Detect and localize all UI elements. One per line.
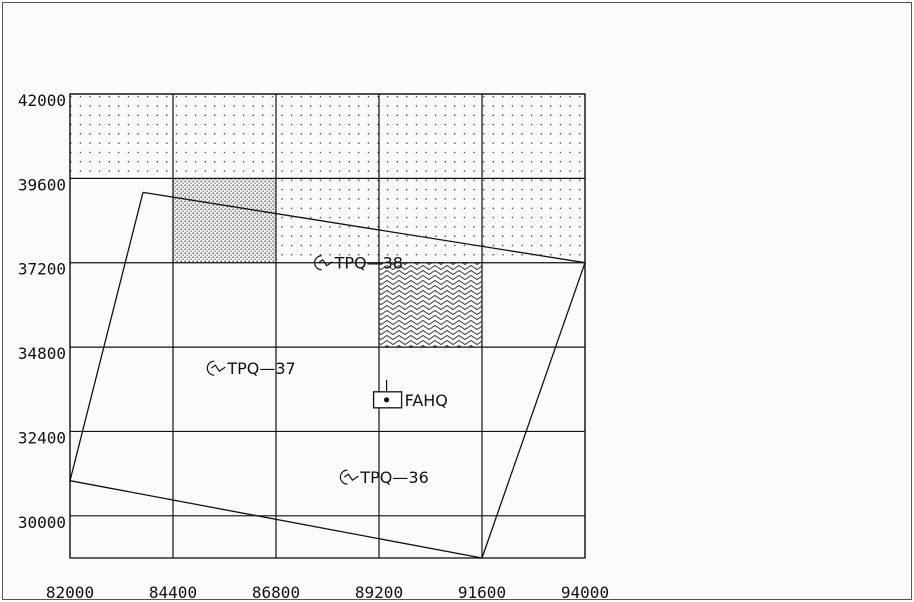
- y-tick-label: 42000: [18, 91, 66, 110]
- x-tick-label: 82000: [46, 583, 94, 602]
- x-tick-label: 89200: [355, 583, 403, 602]
- site-label-0: TPQ—38: [334, 254, 403, 273]
- hq-dot: [383, 397, 390, 403]
- radar-icon: [206, 360, 226, 376]
- y-tick-label: 34800: [18, 344, 66, 363]
- y-tick-label: 39600: [18, 175, 66, 194]
- radar-icon: [339, 469, 359, 485]
- x-tick-label: 86800: [252, 583, 300, 602]
- site-label-2: TPQ—36: [359, 468, 428, 487]
- x-tick-label: 91600: [458, 583, 506, 602]
- shaded-area-dense-dots-2: [173, 178, 276, 263]
- site-label-3: FAHQ: [405, 391, 448, 410]
- x-tick-label: 84400: [149, 583, 197, 602]
- radar-icon: [314, 255, 333, 271]
- shaded-area-wavy-3: [379, 262, 482, 348]
- site-label-1: TPQ—37: [226, 359, 295, 378]
- y-tick-label: 37200: [18, 260, 66, 279]
- y-tick-label: 30000: [18, 513, 66, 532]
- shaded-area-sparse-dots-0: [70, 94, 585, 179]
- boundary-polygon: [69, 191, 586, 559]
- y-tick-label: 32400: [18, 428, 66, 447]
- shaded-area-sparse-dots-1: [276, 178, 585, 263]
- x-tick-label: 94000: [561, 583, 609, 602]
